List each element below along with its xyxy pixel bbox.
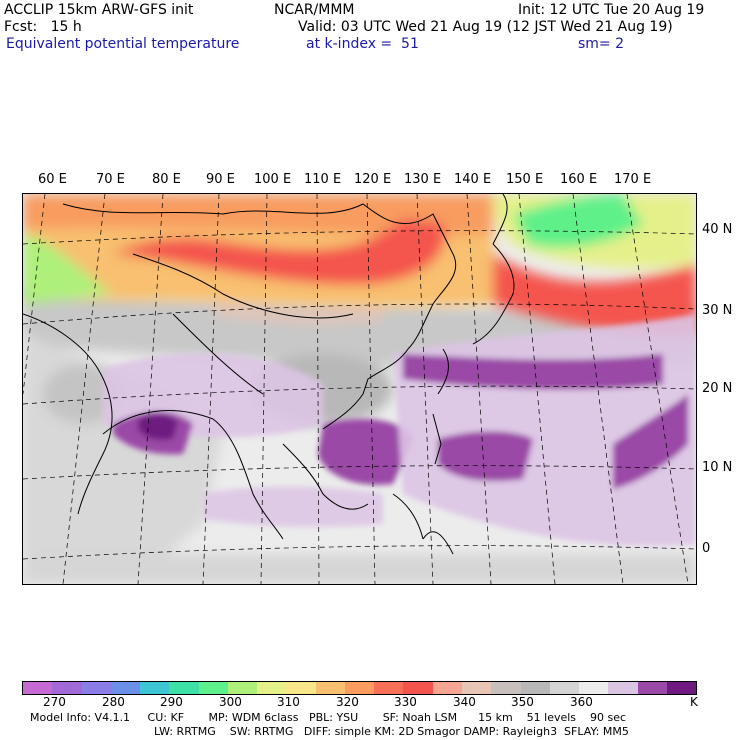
colorbar-swatch bbox=[257, 682, 287, 694]
lon-label: 110 E bbox=[304, 172, 342, 187]
colorbar-tick: 280 bbox=[102, 695, 125, 709]
colorbar-tick: 340 bbox=[453, 695, 476, 709]
colorbar-swatch bbox=[23, 682, 53, 694]
level-index: at k-index = 51 bbox=[306, 36, 419, 52]
lat-label: 20 N bbox=[702, 381, 733, 396]
lon-label: 90 E bbox=[206, 172, 235, 187]
colorbar-swatch bbox=[432, 682, 462, 694]
lon-label: 150 E bbox=[506, 172, 544, 187]
colorbar-swatch bbox=[637, 682, 667, 694]
colorbar-tick: 360 bbox=[570, 695, 593, 709]
lon-label: 80 E bbox=[152, 172, 181, 187]
forecast-hour: Fcst: 15 h bbox=[4, 19, 82, 35]
colorbar-swatch bbox=[491, 682, 521, 694]
lon-label: 120 E bbox=[354, 172, 392, 187]
colorbar-swatch bbox=[344, 682, 375, 694]
colorbar-swatch bbox=[286, 682, 316, 694]
colorbar-swatch bbox=[110, 682, 141, 694]
coastlines bbox=[23, 194, 515, 555]
colorbar-tick: 270 bbox=[43, 695, 66, 709]
lon-label: 140 E bbox=[454, 172, 492, 187]
colorbar-swatch bbox=[520, 682, 550, 694]
colorbar-swatch bbox=[461, 682, 492, 694]
colorbar-tick: 290 bbox=[160, 695, 183, 709]
lat-label: 40 N bbox=[702, 222, 733, 237]
purple-regions bbox=[103, 314, 696, 546]
theta-e-map bbox=[22, 193, 697, 585]
colorbar-swatch bbox=[169, 682, 199, 694]
model-info-line2: LW: RRTMG SW: RRTMG DIFF: simple KM: 2D … bbox=[154, 725, 629, 738]
colorbar-swatch bbox=[579, 682, 609, 694]
colorbar-tick: 330 bbox=[394, 695, 417, 709]
colorbar-swatch bbox=[315, 682, 345, 694]
lon-label: 70 E bbox=[96, 172, 125, 187]
colorbar-tick: 300 bbox=[219, 695, 242, 709]
colorbar-swatch bbox=[227, 682, 258, 694]
colorbar-swatch bbox=[140, 682, 170, 694]
colorbar-tick: 320 bbox=[336, 695, 359, 709]
colorbar-swatch bbox=[549, 682, 580, 694]
smoothing: sm= 2 bbox=[578, 36, 625, 52]
warm-band bbox=[23, 194, 696, 335]
colorbar-swatch bbox=[52, 682, 82, 694]
map-field bbox=[23, 194, 696, 584]
colorbar-tick: 350 bbox=[511, 695, 534, 709]
valid-time: Valid: 03 UTC Wed 21 Aug 19 (12 JST Wed … bbox=[298, 19, 673, 35]
lat-label: 30 N bbox=[702, 303, 733, 318]
colorbar-swatch bbox=[374, 682, 404, 694]
colorbar-tick: 310 bbox=[277, 695, 300, 709]
run-title: ACCLIP 15km ARW-GFS init bbox=[4, 2, 194, 18]
lat-label: 0 bbox=[702, 541, 711, 556]
lat-label: 10 N bbox=[702, 460, 733, 475]
graticule bbox=[23, 194, 696, 584]
lon-label: 60 E bbox=[38, 172, 67, 187]
colorbar-unit: K bbox=[690, 695, 698, 709]
lon-label: 170 E bbox=[614, 172, 652, 187]
colorbar-swatch bbox=[198, 682, 228, 694]
init-time: Init: 12 UTC Tue 20 Aug 19 bbox=[518, 2, 705, 18]
colorbar-swatch bbox=[666, 682, 697, 694]
colorbar bbox=[22, 681, 697, 695]
center-title: NCAR/MMM bbox=[274, 2, 355, 18]
model-info-line1: Model Info: V4.1.1 CU: KF MP: WDM 6class… bbox=[30, 711, 627, 724]
lon-label: 160 E bbox=[560, 172, 598, 187]
field-name: Equivalent potential temperature bbox=[6, 36, 240, 52]
lon-label: 130 E bbox=[404, 172, 442, 187]
lon-label: 100 E bbox=[254, 172, 292, 187]
colorbar-swatch bbox=[81, 682, 111, 694]
colorbar-swatch bbox=[608, 682, 638, 694]
colorbar-swatch bbox=[403, 682, 433, 694]
